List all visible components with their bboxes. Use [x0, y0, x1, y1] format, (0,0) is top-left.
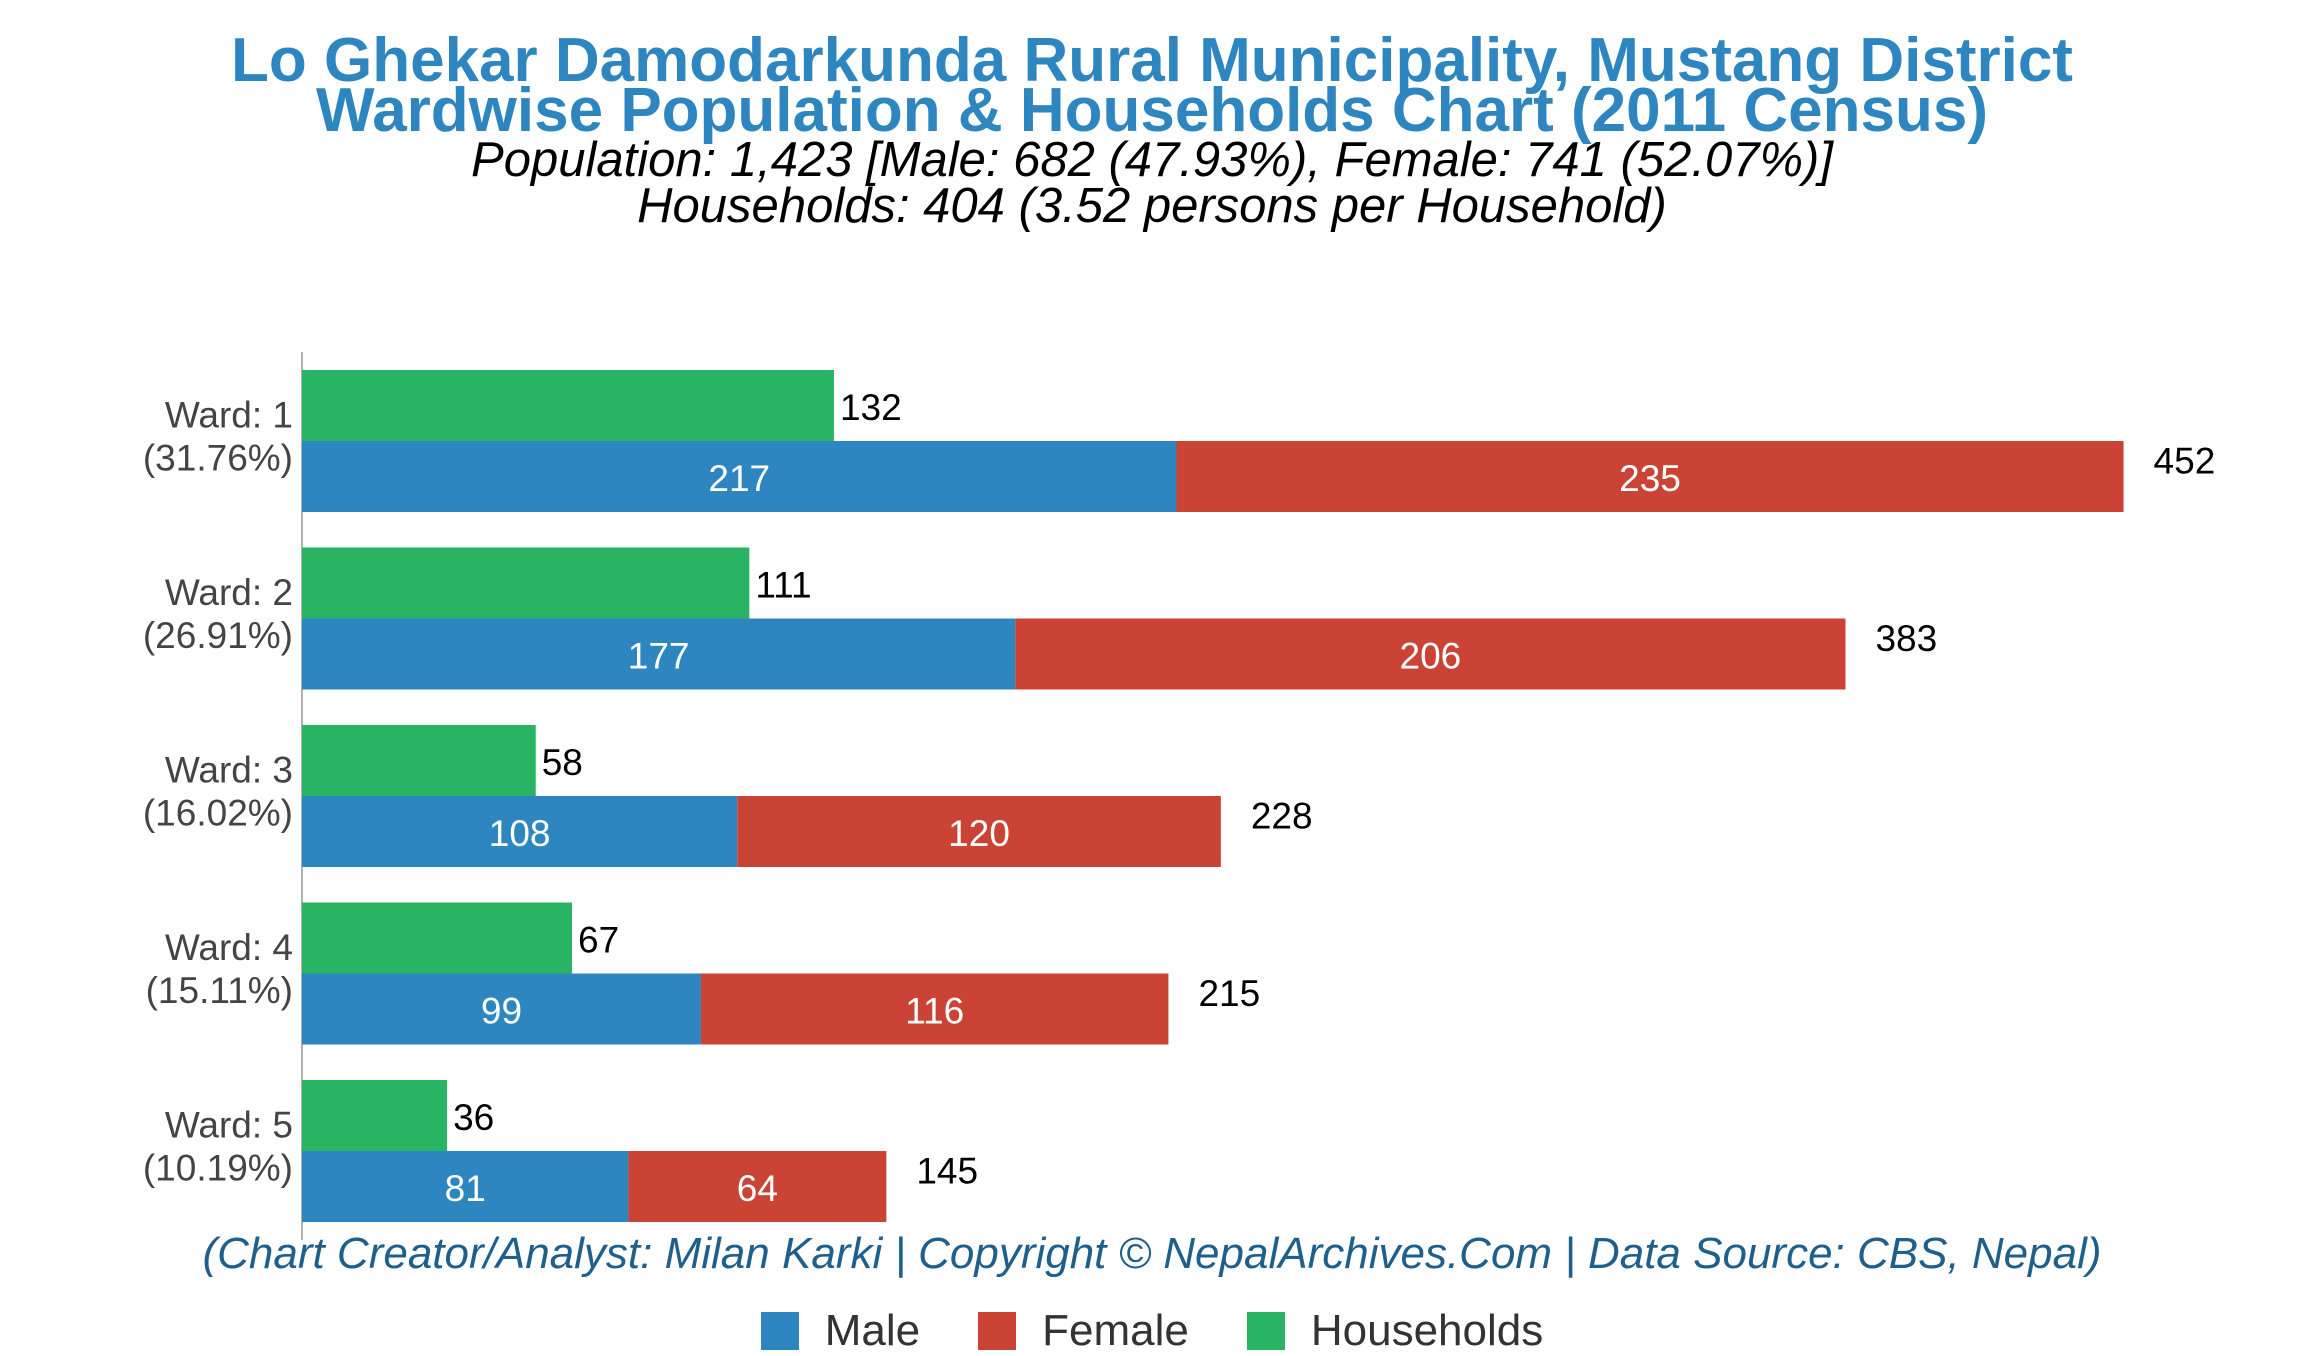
chart-title: Lo Ghekar Damodarkunda Rural Municipalit…	[231, 26, 2073, 95]
female-value-label: 116	[905, 991, 964, 1032]
population-total-label: 228	[1251, 796, 1313, 837]
ward-label: Ward: 3	[165, 750, 293, 791]
chart-title-line2: Wardwise Population & Households Chart (…	[315, 76, 1988, 145]
population-total-label: 215	[1198, 973, 1260, 1014]
ward-label: Ward: 2	[165, 572, 293, 613]
legend-label-male: Male	[824, 1306, 921, 1355]
ward-share-label: (15.11%)	[146, 970, 293, 1011]
female-value-label: 206	[1400, 636, 1462, 677]
male-value-label: 177	[628, 636, 690, 677]
male-bar	[302, 441, 1177, 512]
female-bar	[737, 796, 1221, 867]
ward-share-label: (16.02%)	[143, 793, 293, 834]
legend-label-female: Female	[1042, 1306, 1189, 1355]
female-bar	[1176, 441, 2124, 512]
ward-share-label: (31.76%)	[143, 438, 293, 479]
legend-item-female: Female	[978, 1306, 1189, 1356]
households-bar	[302, 370, 834, 441]
male-bar	[302, 973, 701, 1045]
households-value-label: 111	[755, 565, 811, 606]
households-value-label: 67	[578, 920, 619, 961]
female-value-label: 120	[948, 813, 1010, 854]
legend-label-households: Households	[1310, 1306, 1544, 1355]
population-total-label: 145	[916, 1151, 978, 1192]
households-bar	[302, 725, 536, 796]
households-bar	[302, 1080, 448, 1151]
male-value-label: 81	[445, 1168, 486, 1209]
population-total-label: 383	[1875, 618, 1937, 659]
legend: Male Female Households	[0, 1306, 2304, 1356]
households-bar	[302, 547, 750, 619]
female-bar	[628, 1151, 887, 1222]
ward-share-label: (10.19%)	[143, 1148, 293, 1189]
male-value-label: 217	[708, 458, 770, 499]
male-value-label: 108	[489, 813, 551, 854]
legend-swatch-households	[1246, 1312, 1285, 1350]
female-value-label: 64	[737, 1168, 778, 1209]
legend-swatch-male	[760, 1312, 799, 1350]
ward-share-label: (26.91%)	[143, 615, 293, 656]
ward-label: Ward: 5	[165, 1105, 293, 1146]
households-value-label: 58	[542, 742, 583, 783]
male-bar	[302, 1151, 629, 1222]
male-bar	[302, 796, 738, 867]
female-bar	[1015, 618, 1846, 690]
households-value-label: 36	[453, 1097, 494, 1138]
legend-item-households: Households	[1246, 1306, 1544, 1356]
legend-item-male: Male	[760, 1306, 921, 1356]
ward-label: Ward: 1	[165, 395, 293, 436]
female-bar	[700, 973, 1169, 1045]
ward-label: Ward: 4	[165, 927, 293, 968]
population-total-label: 452	[2154, 441, 2216, 482]
chart-subtitle-line2: Households: 404 (3.52 persons per Househ…	[637, 179, 1667, 233]
chart-credit: (Chart Creator/Analyst: Milan Karki | Co…	[202, 1229, 2102, 1278]
female-value-label: 235	[1619, 458, 1681, 499]
chart-subtitle: Population: 1,423 [Male: 682 (47.93%), F…	[471, 133, 1833, 187]
male-bar	[302, 618, 1016, 690]
legend-swatch-female	[978, 1312, 1017, 1350]
male-value-label: 99	[481, 991, 522, 1032]
households-bar	[302, 902, 573, 974]
households-value-label: 132	[840, 387, 902, 428]
